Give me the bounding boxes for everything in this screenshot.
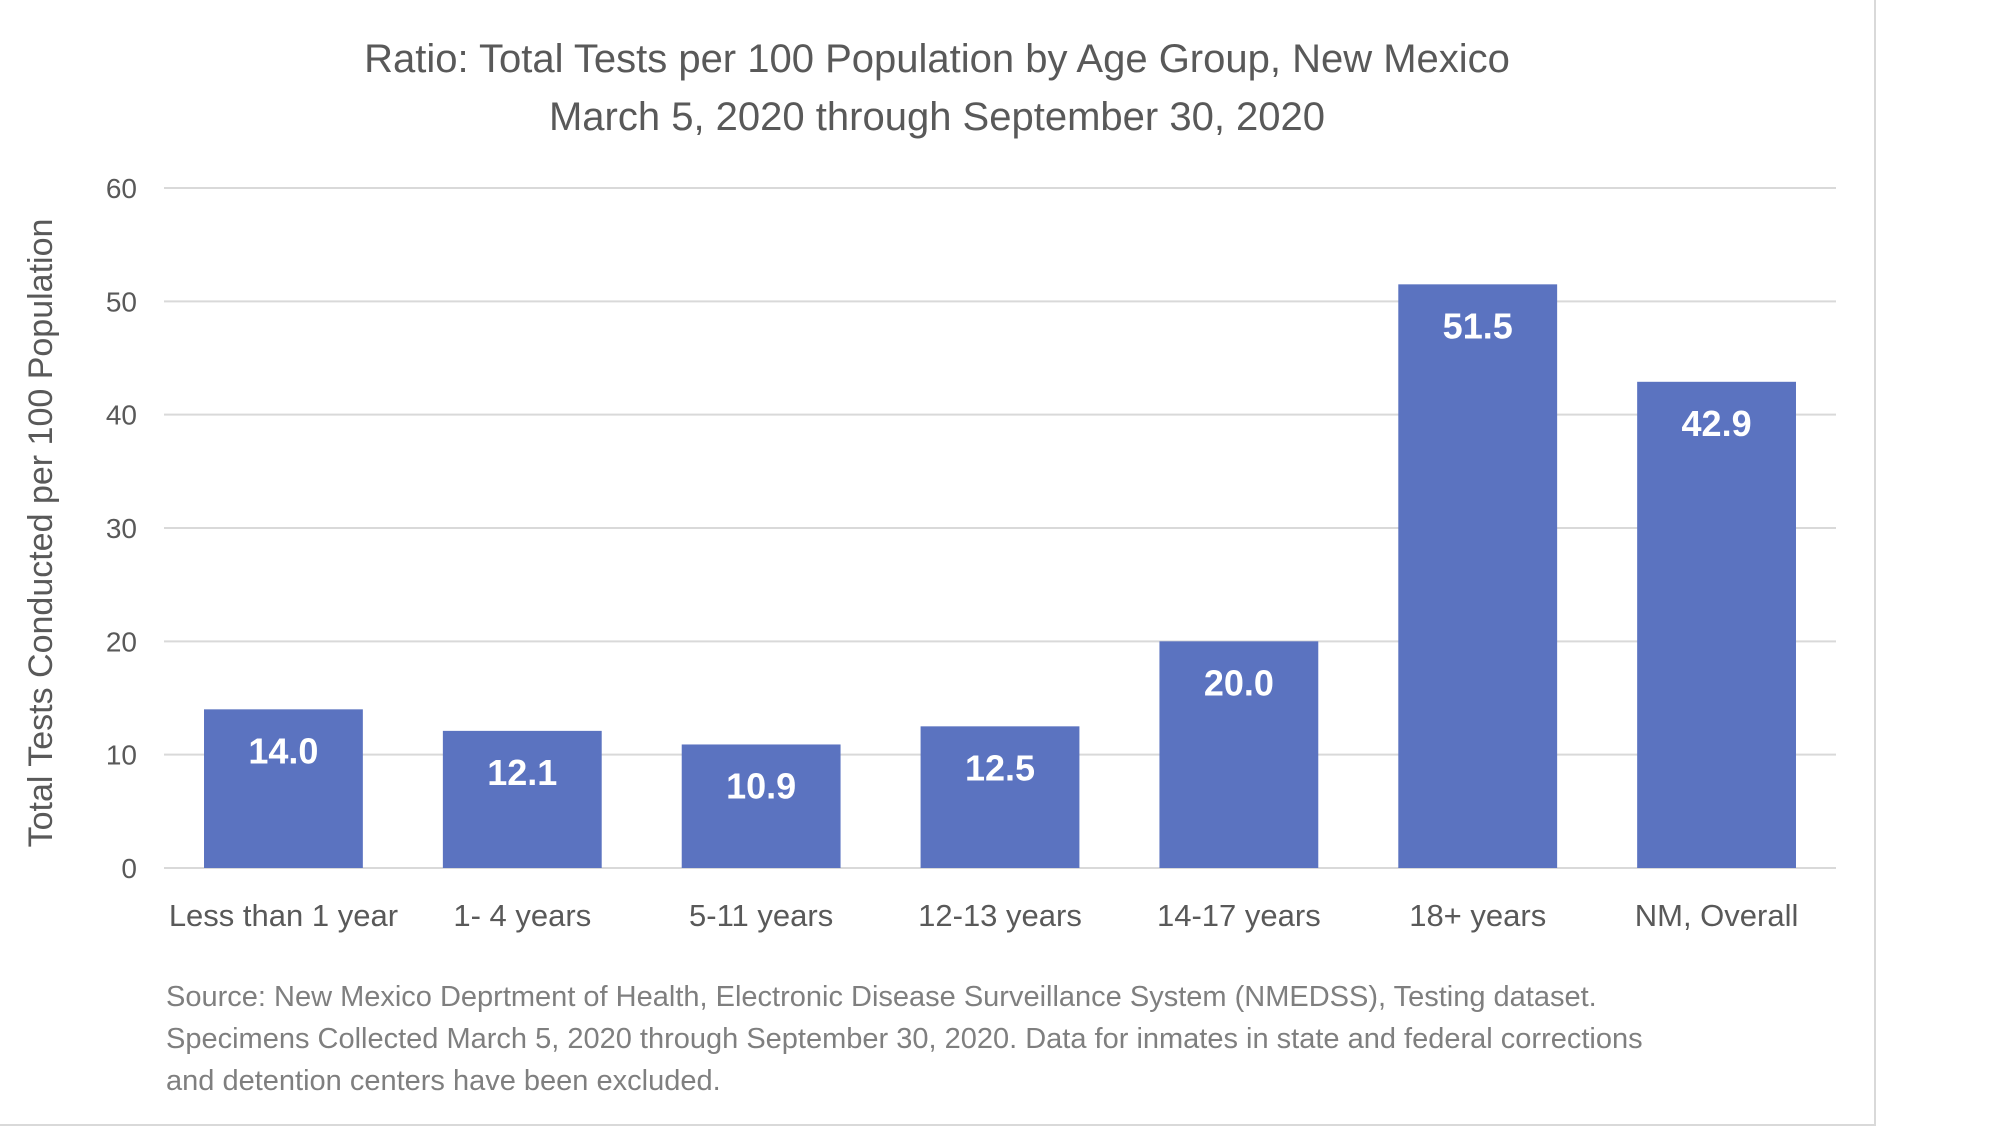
y-tick-label: 30: [106, 513, 137, 544]
bar-value-label: 42.9: [1682, 403, 1752, 444]
bar-1: [204, 709, 363, 868]
x-category-label: 18+ years: [1409, 898, 1546, 933]
chart-subtitle: March 5, 2020 through September 30, 2020: [549, 95, 1325, 139]
x-category-label: 14-17 years: [1157, 898, 1321, 933]
y-tick-label: 40: [106, 400, 137, 431]
bar-4: [920, 726, 1080, 868]
source-footnote: Source: New Mexico Deprtment of Health, …: [166, 976, 1846, 1102]
bar-value-label: 10.9: [726, 765, 796, 806]
y-axis-label: Total Tests Conducted per 100 Population: [22, 219, 60, 848]
x-category-label: 5-11 years: [689, 898, 833, 933]
bar-5: [1159, 641, 1319, 868]
bar-2: [442, 730, 602, 868]
y-axis-ticks: 0 10 20 30 40 50 60: [106, 173, 137, 884]
footnote-line-3: and detention centers have been excluded…: [166, 1065, 721, 1097]
y-tick-label: 10: [106, 740, 137, 771]
x-category-label: NM, Overall: [1635, 898, 1799, 933]
bar-value-label: 14.0: [248, 730, 318, 771]
y-tick-label: 50: [106, 286, 137, 317]
x-axis-categories: Less than 1 year 1- 4 years 5-11 years 12-1…: [169, 898, 1799, 933]
bar-value-label: 20.0: [1204, 662, 1274, 703]
bar-chart: Ratio: Total Tests per 100 Population by…: [22, 37, 1836, 933]
bar-value-label: 12.5: [965, 747, 1035, 788]
x-category-label: 12-13 years: [918, 898, 1082, 933]
chart-title: Ratio: Total Tests per 100 Population by…: [364, 37, 1510, 81]
chart-panel: Ratio: Total Tests per 100 Population by…: [0, 0, 1876, 1126]
y-tick-label: 60: [106, 173, 137, 204]
y-tick-label: 0: [121, 853, 137, 884]
bar-7: [1637, 381, 1796, 868]
y-tick-label: 20: [106, 626, 137, 657]
bar-value-label: 51.5: [1443, 305, 1513, 346]
x-category-label: Less than 1 year: [169, 898, 398, 933]
footnote-line-1: Source: New Mexico Deprtment of Health, …: [166, 981, 1597, 1013]
bar-6: [1398, 284, 1558, 868]
bars: [204, 284, 1796, 868]
gridlines: [164, 187, 1836, 869]
x-category-label: 1- 4 years: [453, 898, 591, 933]
bar-3: [681, 744, 841, 868]
bar-value-label: 12.1: [487, 752, 557, 793]
bar-value-labels: 14.0 12.1 10.9 12.5 20.0 51.5 42.9: [248, 305, 1751, 806]
footnote-line-2: Specimens Collected March 5, 2020 throug…: [166, 1023, 1643, 1055]
